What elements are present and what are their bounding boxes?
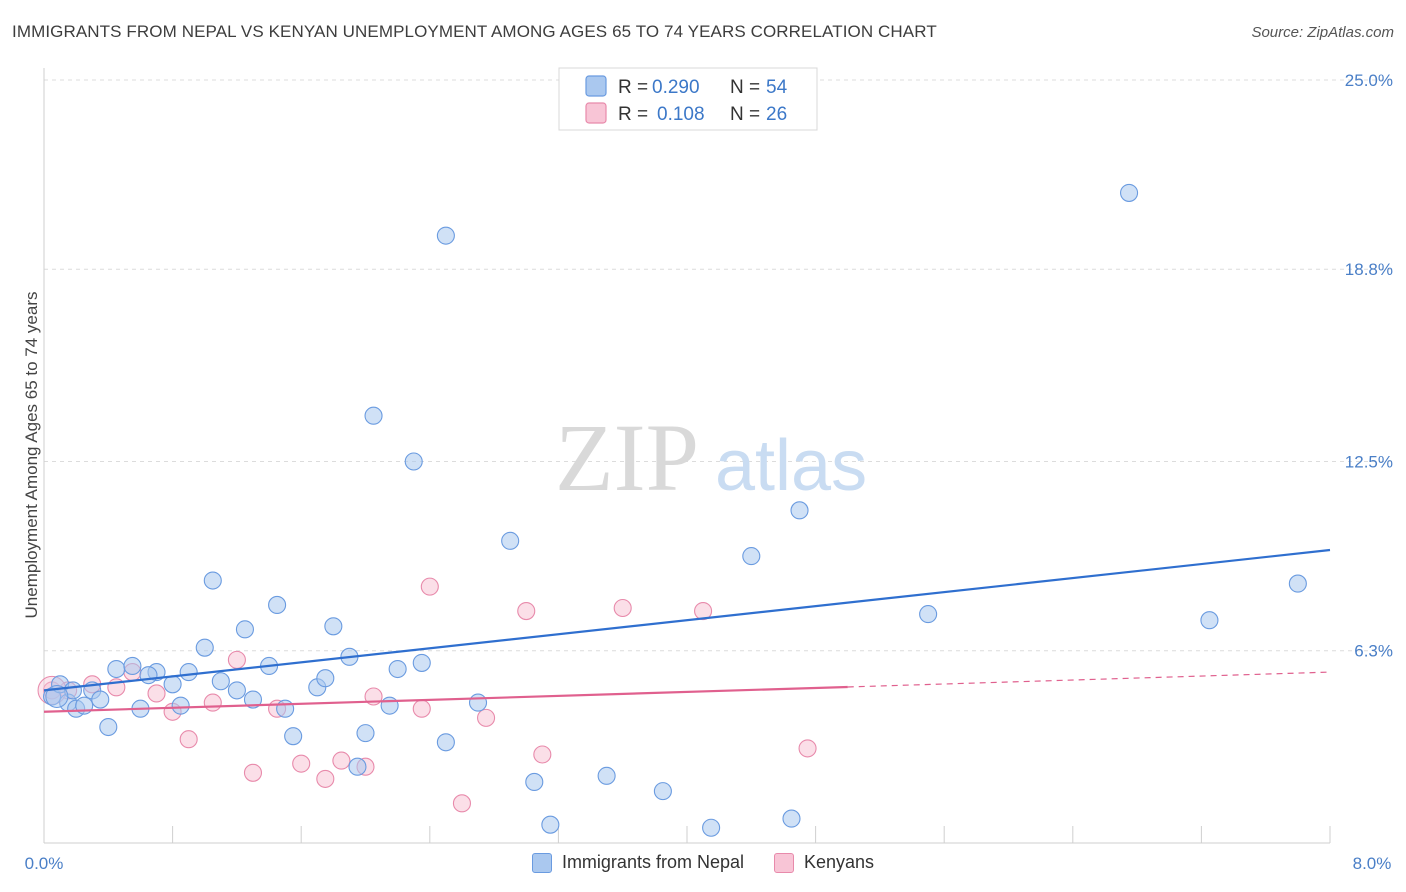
nepal-point-31 [388, 659, 407, 679]
nepal-point-6 [107, 659, 126, 679]
nepal-point-39 [541, 815, 560, 834]
kenyans-point-12 [292, 754, 311, 773]
legend-n-label-nepal: N = [730, 77, 760, 98]
kenyans-point-20 [477, 708, 496, 727]
y-tick-labels: 6.3% 12.5% 18.8% 25.0% [1345, 71, 1393, 661]
nepal-point-25 [324, 617, 343, 636]
watermark: ZIP atlas [555, 404, 867, 511]
legend-r-value-nepal: 0.290 [652, 77, 700, 98]
x-tick-labels: 0.0% 8.0% [25, 854, 1392, 873]
kenyans-points [37, 577, 817, 813]
nepal-point-33 [412, 653, 431, 672]
nepal-point-20 [268, 595, 287, 614]
legend-r-label-kenyans: R = [618, 104, 648, 125]
legend-n-label-kenyans: N = [730, 104, 760, 125]
bottom-legend-swatch-kenyans [774, 852, 794, 873]
bottom-legend-label-kenyans: Kenyans [804, 852, 875, 872]
watermark-zip: ZIP [555, 404, 699, 511]
y-axis-label: Unemployment Among Ages 65 to 74 years [22, 292, 41, 619]
y-tick-label-3: 25.0% [1345, 71, 1393, 90]
nepal-point-12 [179, 663, 198, 682]
nepal-point-36 [468, 693, 488, 712]
nepal-point-18 [243, 690, 263, 709]
nepal-point-11 [171, 696, 190, 715]
nepal-point-52 [99, 717, 118, 737]
y-tick-label-0: 6.3% [1354, 642, 1393, 661]
legend-r-label-nepal: R = [618, 77, 648, 98]
kenyans-point-22 [533, 745, 552, 764]
nepal-point-34 [436, 733, 455, 752]
legend-box: R = 0.290 N = 54 R = 0.108 N = 26 [558, 67, 818, 131]
nepal-point-7 [123, 656, 142, 676]
nepal-point-17 [235, 620, 254, 639]
nepal-point-46 [919, 605, 938, 624]
kenyans-point-23 [613, 598, 632, 618]
bottom-legend-kenyans[interactable]: Kenyans [774, 852, 874, 873]
y-tick-label-2: 18.8% [1345, 260, 1393, 279]
nepal-point-42 [702, 818, 721, 837]
nepal-point-37 [501, 531, 520, 550]
bottom-legend: Immigrants from Nepal Kenyans [0, 852, 1406, 873]
nepal-trend-line [43, 548, 1331, 692]
nepal-point-41 [653, 782, 672, 801]
watermark-atlas: atlas [715, 426, 867, 506]
nepal-points [42, 183, 1307, 837]
kenyans-point-19 [452, 794, 472, 813]
kenyans-point-7 [179, 730, 198, 749]
nepal-point-15 [211, 672, 230, 691]
legend-n-value-kenyans: 26 [766, 104, 787, 125]
nepal-point-14 [203, 571, 222, 590]
kenyans-trend-line-extension [847, 671, 1331, 688]
nepal-point-47 [1120, 183, 1139, 202]
kenyans-point-25 [798, 739, 817, 758]
x-tick-label-0: 0.0% [25, 854, 64, 873]
bottom-legend-swatch-nepal [531, 852, 552, 873]
y-tick-label-1: 12.5% [1345, 453, 1393, 472]
kenyans-point-9 [227, 650, 246, 669]
legend-r-value-kenyans: 0.108 [657, 104, 705, 125]
nepal-point-53 [139, 666, 158, 685]
source-credit: Source: ZipAtlas.com [1251, 24, 1394, 41]
legend-n-value-nepal: 54 [766, 77, 788, 98]
legend-swatch-nepal [585, 75, 607, 97]
kenyans-point-21 [517, 601, 536, 621]
chart-title: IMMIGRANTS FROM NEPAL VS KENYAN UNEMPLOY… [12, 22, 937, 41]
nepal-point-49 [1288, 574, 1307, 593]
kenyans-point-13 [316, 769, 335, 788]
nepal-point-38 [525, 772, 544, 792]
nepal-point-28 [356, 724, 375, 743]
nepal-point-13 [195, 638, 214, 657]
nepal-point-35 [436, 226, 455, 245]
nepal-point-44 [782, 809, 801, 828]
nepal-point-45 [790, 501, 809, 520]
nepal-point-48 [1200, 611, 1219, 630]
nepal-point-24 [316, 669, 335, 688]
axes [43, 68, 1331, 844]
kenyans-point-18 [420, 577, 439, 596]
nepal-point-29 [364, 406, 383, 425]
nepal-cluster-point [45, 685, 69, 709]
kenyans-point-17 [412, 699, 431, 718]
x-tick-label-1: 8.0% [1353, 854, 1392, 873]
nepal-point-22 [284, 727, 303, 746]
nepal-point-32 [404, 452, 423, 471]
kenyans-point-8 [203, 693, 222, 712]
nepal-point-21 [276, 699, 295, 718]
nepal-point-30 [380, 696, 399, 715]
bottom-legend-nepal[interactable]: Immigrants from Nepal [531, 852, 744, 873]
nepal-point-40 [597, 766, 616, 785]
kenyans-point-5 [147, 684, 166, 703]
trend-lines [43, 548, 1331, 713]
kenyans-trend-line [43, 685, 848, 713]
kenyans-point-14 [332, 751, 351, 770]
nepal-point-5 [91, 690, 110, 709]
nepal-point-43 [742, 547, 761, 566]
bottom-legend-label-nepal: Immigrants from Nepal [561, 852, 744, 872]
legend-swatch-kenyans [585, 102, 607, 124]
kenyans-point-10 [243, 763, 263, 782]
nepal-point-16 [227, 681, 246, 700]
nepal-point-10 [163, 675, 182, 694]
nepal-point-27 [348, 757, 367, 776]
